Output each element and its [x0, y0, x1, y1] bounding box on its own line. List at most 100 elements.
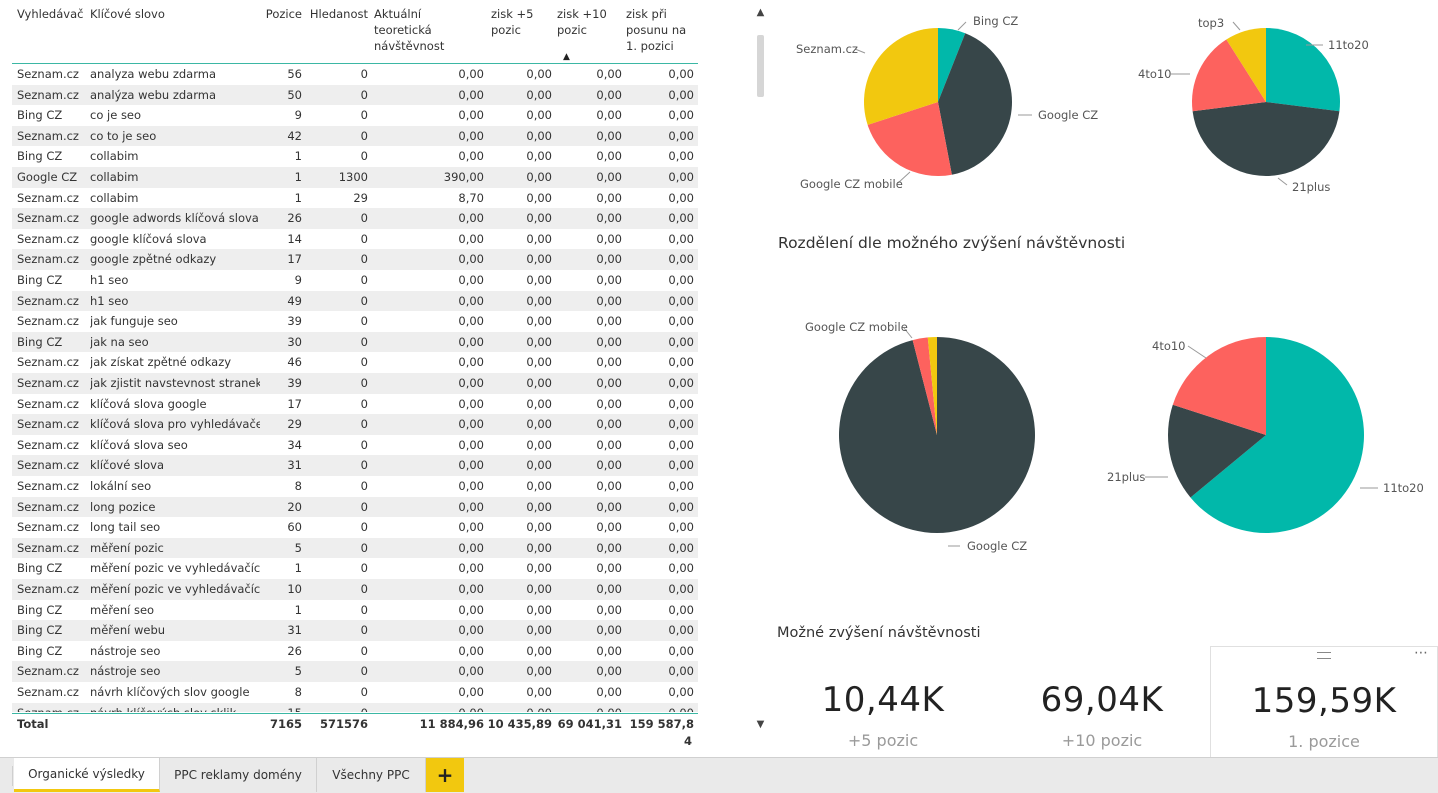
table-row[interactable]: Seznam.cz co to je seo 42 0 0,00 0,00 0,00 0,00	[12, 125, 698, 148]
pie-slice[interactable]	[1226, 28, 1266, 102]
table-row[interactable]: Seznam.cz klíčová slova google 17 0 0,00 0,00…	[12, 394, 698, 416]
col-header-volume[interactable]: Hledanost	[309, 7, 368, 21]
tab-organic-results[interactable]: Organické výsledky	[14, 758, 160, 792]
pie-slice[interactable]	[1190, 337, 1364, 533]
table-row[interactable]: Bing CZ měření webu 31 0 0,00 0,00 0,00 0,00	[12, 620, 698, 642]
cell-traffic: 0,00	[458, 561, 484, 576]
cell-position: 17	[287, 396, 302, 411]
pie-slice[interactable]	[1168, 404, 1266, 498]
table-row[interactable]: Seznam.cz google adwords klíčová slova 26 0…	[12, 208, 698, 230]
pie-slice[interactable]	[864, 28, 938, 125]
cell-gain5: 0,00	[526, 499, 552, 514]
table-row[interactable]: Bing CZ collabim 1 0 0,00 0,00 0,00 0,00	[12, 146, 698, 168]
table-row[interactable]: Bing CZ nástroje seo 26 0 0,00 0,00 0,00 0,00	[12, 641, 698, 663]
cell-gain1: 0,00	[668, 355, 694, 370]
cell-gain1: 0,00	[668, 458, 694, 473]
table-row[interactable]: Bing CZ h1 seo 9 0 0,00 0,00 0,00 0,00	[12, 270, 698, 292]
pie-slice-label: Google CZ	[967, 539, 1028, 553]
scroll-up-icon[interactable]: ▲	[756, 7, 765, 18]
table-row[interactable]: Bing CZ měření seo 1 0 0,00 0,00 0,00 0,00	[12, 600, 698, 622]
pie-slice[interactable]	[912, 337, 937, 435]
table-row[interactable]: Bing CZ jak na seo 30 0 0,00 0,00 0,00 0,00	[12, 331, 698, 354]
table-row[interactable]: Seznam.cz jak získat zpětné odkazy 46 0 0,00…	[12, 352, 698, 374]
cell-gain5: 0,00	[526, 458, 552, 473]
scroll-thumb[interactable]	[757, 35, 764, 97]
table-row[interactable]: Seznam.cz jak funguje seo 39 0 0,00 0,00 0,00 0…	[12, 311, 698, 333]
tab-all-ppc[interactable]: Všechny PPC	[317, 758, 426, 792]
cell-volume: 0	[360, 520, 368, 535]
table-row[interactable]: Seznam.cz klíčová slova pro vyhledávače 29…	[12, 414, 698, 436]
drag-handle-icon[interactable]	[1317, 652, 1331, 659]
card-gain5[interactable]: 10,44K +5 pozic	[770, 646, 996, 756]
table-body[interactable]: Seznam.cz analyza webu zdarma 56 0 0,00 0,00 0…	[12, 64, 698, 712]
pie-slice[interactable]	[927, 337, 937, 435]
pie-slice[interactable]	[1266, 28, 1340, 112]
pie-slice[interactable]	[1192, 39, 1266, 112]
col-header-position[interactable]: Pozice	[265, 7, 302, 21]
more-options-icon[interactable]: ⋯	[1414, 645, 1429, 661]
cell-traffic: 0,00	[458, 499, 484, 514]
cell-gain10: 0,00	[596, 211, 622, 226]
table-row[interactable]: Seznam.cz google klíčová slova 14 0 0,00 0,00…	[12, 229, 698, 251]
table-row[interactable]: Bing CZ co je seo 9 0 0,00 0,00 0,00 0,00	[12, 105, 698, 127]
cell-engine: Bing CZ	[17, 602, 63, 617]
col-header-traffic[interactable]: Aktuální teoretická návštěvnost	[374, 7, 445, 53]
cell-gain10: 0,00	[596, 685, 622, 699]
cell-position: 5	[294, 540, 302, 555]
table-row[interactable]: Seznam.cz měření pozic ve vyhledávačích 10…	[12, 579, 698, 601]
table-row[interactable]: Seznam.cz long pozice 20 0 0,00 0,00 0,00 0,00	[12, 496, 698, 519]
cell-gain1: 0,00	[668, 520, 694, 535]
pie-slice[interactable]	[938, 33, 1012, 175]
cell-keyword: collabim	[90, 170, 139, 184]
table-row[interactable]: Seznam.cz h1 seo 49 0 0,00 0,00 0,00 0,00	[12, 290, 698, 313]
table-row[interactable]: Seznam.cz měření pozic 5 0 0,00 0,00 0,00 0,00	[12, 537, 698, 560]
cell-keyword: nástroje seo	[90, 643, 161, 658]
table-row[interactable]: Seznam.cz návrh klíčových slov google 8 0 0,…	[12, 682, 698, 704]
pie-chart-gain-by-position[interactable]: 11to20 21plus 4to10	[1100, 300, 1438, 570]
pie-slice[interactable]	[938, 28, 966, 102]
col-header-engine[interactable]: Vyhledávač	[17, 7, 84, 21]
cell-gain1: 0,00	[668, 396, 694, 411]
table-row[interactable]: Google CZ collabim 1 1300 390,00 0,00 0,00 0,00	[12, 167, 698, 189]
pie-slice[interactable]	[1172, 337, 1266, 435]
cell-position: 17	[287, 252, 302, 267]
table-row[interactable]: Seznam.cz lokální seo 8 0 0,00 0,00 0,00 0,00	[12, 476, 698, 498]
card-gain10[interactable]: 69,04K +10 pozic	[989, 646, 1215, 756]
scroll-down-icon[interactable]: ▼	[756, 719, 765, 730]
col-header-keyword[interactable]: Klíčové slovo	[90, 7, 165, 21]
keyword-table[interactable]: Vyhledávač Klíčové slovo Pozice Hledanos…	[5, 0, 757, 757]
cell-gain5: 0,00	[526, 334, 552, 349]
card-gain1[interactable]: ⋯ 159,59K 1. pozice	[1210, 645, 1438, 758]
cell-position: 9	[294, 273, 302, 287]
pie-chart-position-share[interactable]: 11to20 21plus 4to10 top3	[1120, 0, 1438, 210]
pie-slice-label: 11to20	[1383, 481, 1424, 495]
card-gain5-label: +5 pozic	[847, 731, 919, 750]
col-header-gain10[interactable]: zisk +10 pozic	[557, 7, 607, 37]
table-row[interactable]: Seznam.cz nástroje seo 5 0 0,00 0,00 0,00 0,00	[12, 661, 698, 683]
col-header-gain5[interactable]: zisk +5 pozic	[491, 7, 534, 37]
tab-ppc-domain-ads[interactable]: PPC reklamy domény	[160, 758, 317, 792]
pie-chart-gain-by-engine[interactable]: Google CZ Google CZ mobile	[780, 300, 1110, 570]
cell-engine: Seznam.cz	[17, 128, 79, 143]
table-row[interactable]: Bing CZ měření pozic ve vyhledávačích 1 0 0,…	[12, 558, 698, 580]
cell-position: 5	[294, 664, 302, 679]
add-page-icon[interactable]: +	[426, 758, 464, 792]
pie-slice[interactable]	[867, 102, 952, 176]
table-row[interactable]: Seznam.cz google zpětné odkazy 17 0 0,00 0,00…	[12, 249, 698, 271]
pie-chart-engine-share[interactable]: Bing CZ Google CZ Google CZ mobile Seznam.c…	[780, 0, 1110, 210]
cell-volume: 0	[360, 623, 368, 638]
col-header-gain1[interactable]: zisk při posunu na 1. pozici	[626, 7, 687, 53]
pie-leader-line	[1187, 345, 1207, 359]
table-row[interactable]: Seznam.cz klíčové slova 31 0 0,00 0,00 0,00 0,0…	[12, 455, 698, 477]
table-row[interactable]: Seznam.cz analýza webu zdarma 50 0 0,00 0,00 0…	[12, 84, 698, 107]
table-scrollbar[interactable]: ▲ ▼	[755, 7, 766, 733]
table-row[interactable]: Seznam.cz klíčová slova seo 34 0 0,00 0,00 0,0…	[12, 435, 698, 457]
gain-cards-title: Možné zvýšení návštěvnosti	[777, 625, 981, 641]
table-row[interactable]: Seznam.cz jak zjistit navstevnost stranek…	[12, 373, 698, 395]
table-row[interactable]: Seznam.cz long tail seo 60 0 0,00 0,00 0,00 0,0…	[12, 517, 698, 539]
cell-traffic: 0,00	[458, 108, 484, 123]
table-row[interactable]: Seznam.cz collabim 1 29 8,70 0,00 0,00 0,00	[12, 188, 698, 210]
pie-slice[interactable]	[1192, 102, 1340, 176]
table-row[interactable]: Seznam.cz analyza webu zdarma 56 0 0,00 0,00 0…	[12, 64, 698, 86]
